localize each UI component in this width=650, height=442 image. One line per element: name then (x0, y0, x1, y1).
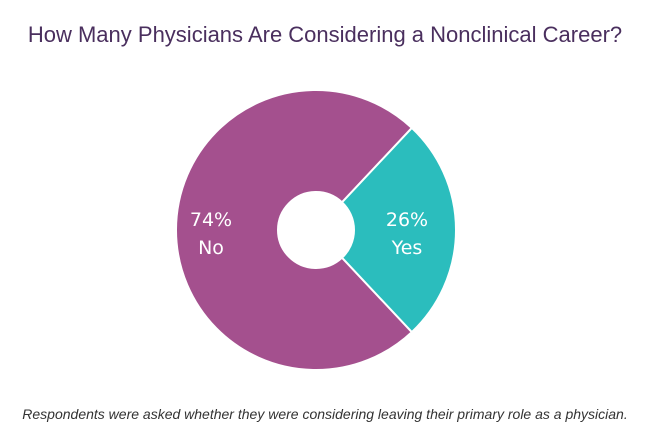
chart-footnote: Respondents were asked whether they were… (22, 406, 628, 422)
chart-title: How Many Physicians Are Considering a No… (27, 22, 623, 47)
slice-value-label-yes: 26% (386, 209, 428, 231)
slice-value-label-no: 74% (190, 209, 232, 231)
slice-yes (340, 126, 458, 334)
slice-category-label-yes: Yes (391, 237, 423, 259)
slice-category-label-no: No (198, 237, 224, 259)
slice-no (175, 89, 414, 371)
